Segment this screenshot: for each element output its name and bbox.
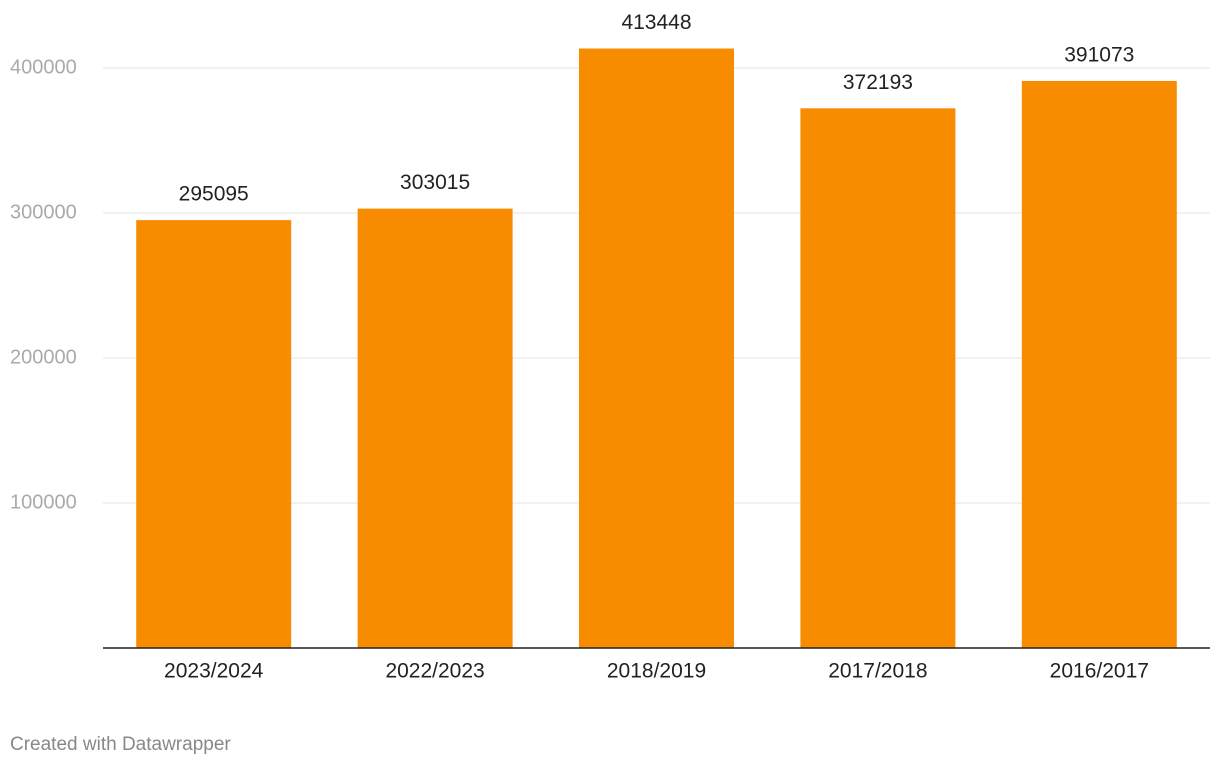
- credit: Created with Datawrapper: [10, 734, 231, 755]
- x-tick-label: 2023/2024: [164, 660, 264, 683]
- bar: [136, 220, 292, 648]
- y-tick-label: 400000: [10, 56, 77, 78]
- x-tick-label: 2016/2017: [1050, 660, 1149, 683]
- value-label: 391073: [1064, 43, 1134, 66]
- y-tick-label: 300000: [10, 201, 77, 223]
- value-label: 413448: [621, 11, 691, 34]
- x-tick-label: 2018/2019: [607, 660, 706, 683]
- y-tick-label: 100000: [10, 491, 77, 513]
- x-tick-label: 2017/2018: [828, 660, 927, 683]
- bar: [800, 108, 956, 649]
- bar: [357, 208, 513, 649]
- value-label: 372193: [843, 71, 913, 94]
- bar: [1021, 80, 1177, 648]
- x-tick-label: 2022/2023: [385, 660, 484, 683]
- value-label: 295095: [179, 183, 249, 206]
- value-label: 303015: [400, 171, 470, 194]
- y-tick-label: 200000: [10, 346, 77, 368]
- bar: [579, 48, 734, 648]
